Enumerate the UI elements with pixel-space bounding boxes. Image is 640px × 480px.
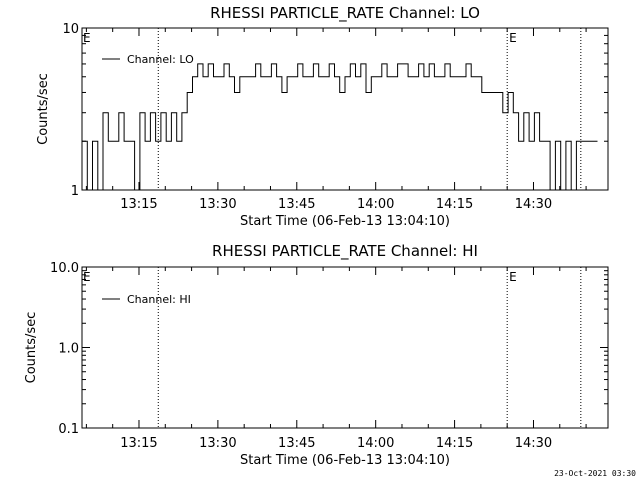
chart-title: RHESSI PARTICLE_RATE Channel: LO xyxy=(210,4,480,23)
event-marker-label: E xyxy=(509,31,517,45)
series-line xyxy=(82,63,598,191)
chart-title: RHESSI PARTICLE_RATE Channel: HI xyxy=(212,242,478,261)
x-tick-label: 13:45 xyxy=(278,436,315,451)
x-axis-label: Start Time (06-Feb-13 13:04:10) xyxy=(240,453,450,468)
y-tick-label: 0.1 xyxy=(58,422,79,437)
x-tick-label: 13:15 xyxy=(120,197,157,212)
y-tick-label: 10 xyxy=(62,22,79,37)
x-tick-label: 13:30 xyxy=(199,436,236,451)
y-axis-label: Counts/sec xyxy=(24,312,39,384)
plot-timestamp: 23-Oct-2021 03:30 xyxy=(554,469,636,478)
x-tick-label: 14:00 xyxy=(357,197,394,212)
legend-label: Channel: HI xyxy=(127,293,191,306)
y-axis-label: Counts/sec xyxy=(36,73,51,145)
x-tick-label: 14:15 xyxy=(436,197,473,212)
y-tick-label: 1.0 xyxy=(58,342,79,357)
x-tick-label: 14:15 xyxy=(436,436,473,451)
x-tick-label: 14:30 xyxy=(515,436,552,451)
x-tick-label: 14:30 xyxy=(515,197,552,212)
left-marker-label: E xyxy=(83,270,91,284)
x-tick-label: 13:30 xyxy=(199,197,236,212)
plot-frame xyxy=(81,27,609,191)
x-axis-label: Start Time (06-Feb-13 13:04:10) xyxy=(240,214,450,229)
x-tick-label: 13:45 xyxy=(278,197,315,212)
legend-label: Channel: LO xyxy=(127,53,194,66)
y-tick-label: 10.0 xyxy=(50,261,79,276)
y-tick-label: 1 xyxy=(71,184,79,199)
left-marker-label: E xyxy=(83,31,91,45)
x-tick-label: 14:00 xyxy=(357,436,394,451)
x-tick-label: 13:15 xyxy=(120,436,157,451)
plot-frame xyxy=(81,266,609,429)
event-marker-label: E xyxy=(509,270,517,284)
